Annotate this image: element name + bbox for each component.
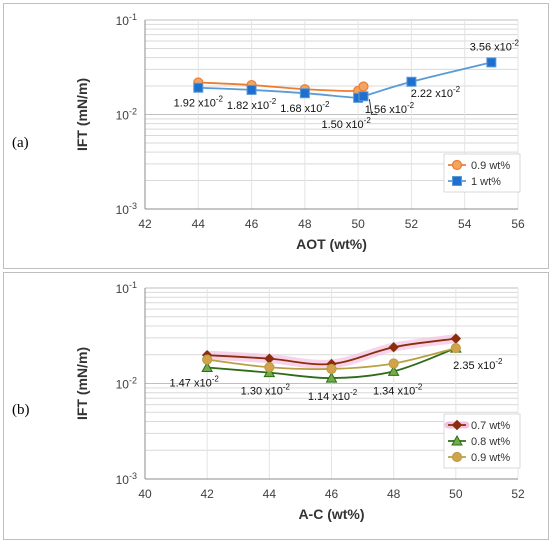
data-point-circle [326,363,337,375]
annotations: 1.47 x10-2 1.30 x10-2 1.14 x10-2 1.34 x10-2… [170,357,504,403]
data-label: 1.92 x10-2 [174,95,224,110]
data-point-square [193,82,204,93]
data-point-circle [264,362,275,373]
legend-item: 1 wt% [448,176,501,188]
legend-marker-triangle [451,434,463,446]
legend: 0.7 wt% 0.8 wt% 0.9 wt% [443,413,521,469]
data-label: 1.82 x10-2 [227,97,277,112]
legend-label: 0.9 wt% [471,160,510,172]
x-tick-label: 52 [405,217,419,231]
data-point-circle [388,358,399,369]
data-point-square [246,84,257,95]
annotations: 1.92 x10-21.82 x10-21.68 x10-21.50 x10-2… [174,38,520,130]
x-tick-label: 44 [263,487,277,501]
legend-label: 1 wt% [471,176,501,188]
data-point-triangle [325,372,338,383]
legend-label: 0.8 wt% [471,436,510,448]
y-tick-label: 10-1 [116,12,137,28]
y-tick-label: 10-3 [116,201,137,217]
data-point-circle [450,342,461,354]
data-label: 3.56 x10-2 [470,38,520,53]
chart-panel-a: 42 44 46 48 50 52 54 56 10-1 10-2 10-3 AOT (wt%) IFT… [3,3,549,269]
y-tick-label: 10-3 [116,471,137,487]
y-tick-label: 10-2 [116,107,137,123]
legend-item: 0.9 wt% [448,159,510,172]
data-point-triangle [201,361,214,373]
x-tick-label: 42 [138,217,152,231]
series-line [198,81,366,92]
x-tick-label: 48 [387,487,401,501]
data-label: 1.68 x10-2 [280,100,330,115]
series-0-8-wt- [201,342,462,383]
x-tick-label: 52 [511,487,525,501]
data-label: 1.56 x10-2 [365,101,415,116]
leader-line [369,99,378,115]
data-point-square [406,76,417,87]
series-0-9-wt- [193,77,369,96]
x-tick-label: 40 [138,487,152,501]
x-tick-label: 48 [298,217,312,231]
y-axis: 10-1 10-2 10-3 [116,280,137,487]
legend-marker-diamond [451,419,463,431]
legend-marker-square [452,176,462,186]
gridlines [145,19,518,210]
x-axis-title: AOT (wt%) [296,236,367,252]
data-point-square [358,91,369,102]
x-tick-label: 46 [325,487,339,501]
data-label: 1.34 x10-2 [373,382,423,397]
x-tick-label: 44 [192,217,206,231]
series-1-wt- [193,57,497,103]
data-label: 1.50 x10-2 [321,116,371,131]
x-tick-label: 56 [511,217,525,231]
y-axis-title: IFT (mN/m) [74,78,90,151]
legend-marker-circle [451,159,463,171]
x-axis: 42 44 46 48 50 52 54 56 [138,20,525,231]
x-tick-label: 54 [458,217,472,231]
data-point-square [486,57,497,68]
data-label: 2.22 x10-2 [411,85,461,100]
legend-marker-circle [451,451,463,463]
y-tick-label: 10-1 [116,280,137,296]
x-tick-label: 42 [200,487,214,501]
legend: 0.9 wt% 1 wt% [443,153,521,193]
chart-panel-b: 40 42 44 46 48 50 52 10-1 10-2 10-3 A-C (wt%) IFT (… [3,272,549,540]
chart-b-svg: 40 42 44 46 48 50 52 10-1 10-2 10-3 A-C (wt%) IFT (… [12,280,525,522]
data-point-triangle [387,365,400,376]
data-label: 1.30 x10-2 [241,383,291,398]
data-point-diamond [388,341,399,353]
chart-a-svg: 42 44 46 48 50 52 54 56 10-1 10-2 10-3 AOT (wt%) IFT… [12,12,525,252]
legend-item: 0.9 wt% [448,451,510,464]
data-label: 2.35 x10-2 [453,357,503,372]
data-point-circle [202,354,213,365]
legend-label: 0.7 wt% [471,420,510,432]
data-point-square [299,88,310,99]
x-axis-title: A-C (wt%) [298,506,364,522]
legend-label: 0.9 wt% [471,452,510,464]
panel-label: (b) [12,402,30,418]
x-tick-label: 46 [245,217,259,231]
data-label: 1.47 x10-2 [170,375,220,390]
y-axis: 10-1 10-2 10-3 [116,12,137,217]
legend-item: 0.7 wt% [444,419,510,432]
panel-label: (a) [12,135,29,151]
y-axis-title: IFT (mN/m) [74,347,90,420]
series-0-9-wt- [202,342,461,375]
data-point-circle [358,81,369,92]
y-tick-label: 10-2 [116,376,137,392]
x-tick-label: 50 [351,217,365,231]
data-label: 1.14 x10-2 [308,388,358,403]
x-tick-label: 50 [449,487,463,501]
legend-item: 0.8 wt% [448,434,510,448]
